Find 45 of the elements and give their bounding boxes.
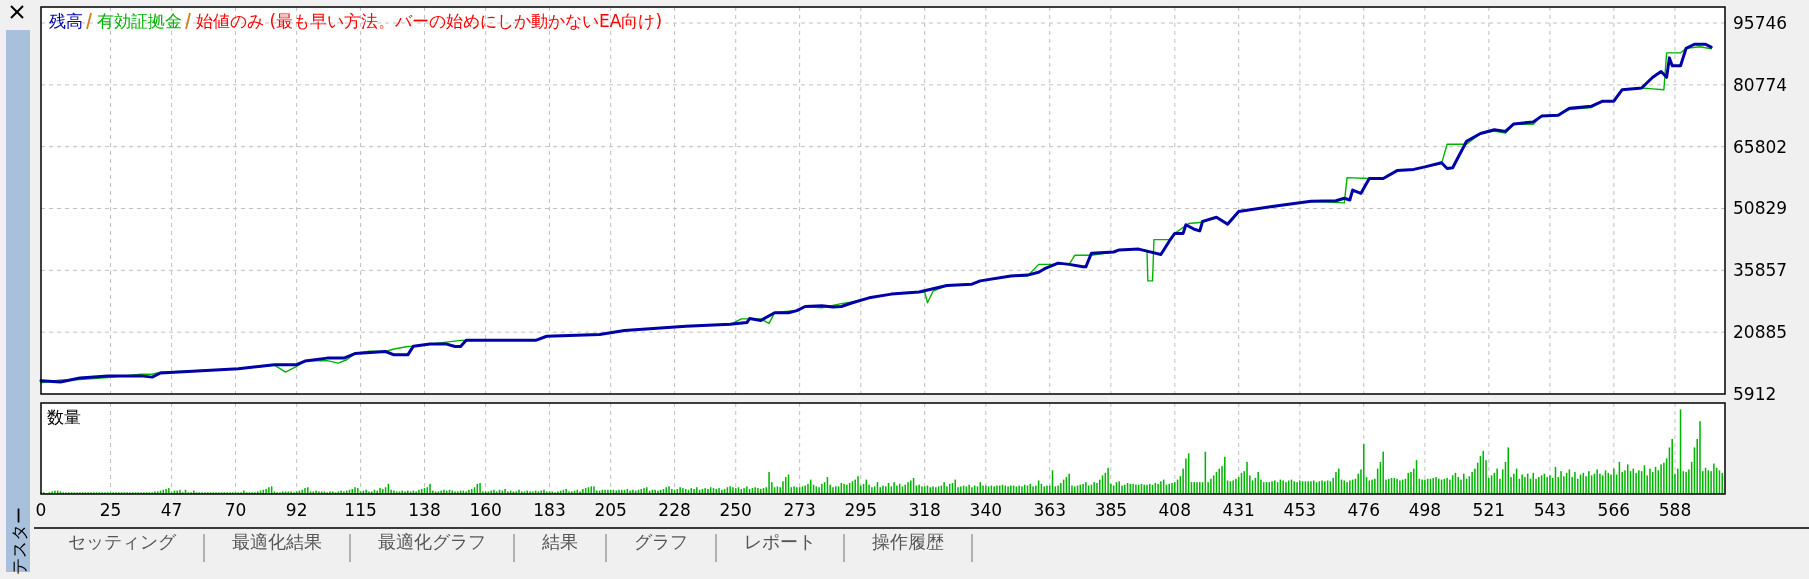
y-tick-label: 50829: [1733, 198, 1788, 219]
y-tick-label: 35857: [1733, 260, 1788, 281]
x-tick-label: 363: [1033, 500, 1066, 520]
y-tick-label: 95746: [1733, 13, 1788, 33]
y-tick-label: 65802: [1733, 136, 1788, 157]
x-tick-label: 47: [160, 500, 183, 520]
x-tick-label: 92: [285, 500, 308, 520]
x-tick-label: 318: [908, 500, 941, 520]
legend: 残高 有効証拠金 始値のみ (最も早い方法。バーの始めにしか動かないEA向け): [49, 11, 663, 31]
text: テスター: [9, 507, 29, 575]
x-tick-label: 498: [1408, 500, 1442, 520]
x-tick-label: 408: [1158, 500, 1192, 520]
x-tick-label: 70: [224, 500, 247, 520]
text: グラフ: [634, 531, 688, 552]
x-tick-label: 25: [99, 500, 122, 520]
x-tick-label: 543: [1533, 500, 1567, 520]
x-tick-label: 453: [1283, 500, 1317, 520]
x-tick-label: 431: [1222, 500, 1255, 520]
x-tick-label: 228: [658, 500, 691, 520]
text: 結果: [541, 531, 578, 552]
x-tick-label: 138: [408, 500, 441, 520]
y-tick-label: 20885: [1733, 322, 1788, 343]
x-tick-label: 250: [719, 500, 752, 520]
text: セッティング: [68, 531, 177, 552]
chart-subtitle: 始値のみ (最も早い方法。バーの始めにしか動かないEA向け): [196, 11, 663, 31]
x-tick-label: 0: [35, 500, 47, 520]
x-tick-label: 340: [969, 500, 1003, 520]
x-tick-label: 160: [469, 500, 502, 520]
x-tick-label: 521: [1472, 500, 1506, 520]
x-tick-label: 588: [1658, 500, 1692, 520]
x-tick-label: 566: [1597, 500, 1631, 520]
x-tick-label: 115: [344, 500, 377, 520]
chart-title: 数量: [47, 407, 81, 427]
x-tick-label: 295: [844, 500, 877, 520]
text: レポート: [744, 531, 816, 552]
x-tick-label: 205: [594, 500, 627, 520]
text: 最適化グラフ: [378, 531, 486, 552]
x-tick-label: 385: [1094, 500, 1128, 520]
y-tick-label: 80774: [1733, 74, 1788, 95]
x-tick-label: 183: [533, 500, 566, 520]
text: 最適化結果: [232, 531, 322, 552]
x-tick-label: 476: [1347, 500, 1380, 520]
text: 操作履歴: [872, 531, 944, 552]
x-tick-label: 273: [783, 500, 816, 520]
y-tick-label: 5912: [1733, 384, 1777, 404]
